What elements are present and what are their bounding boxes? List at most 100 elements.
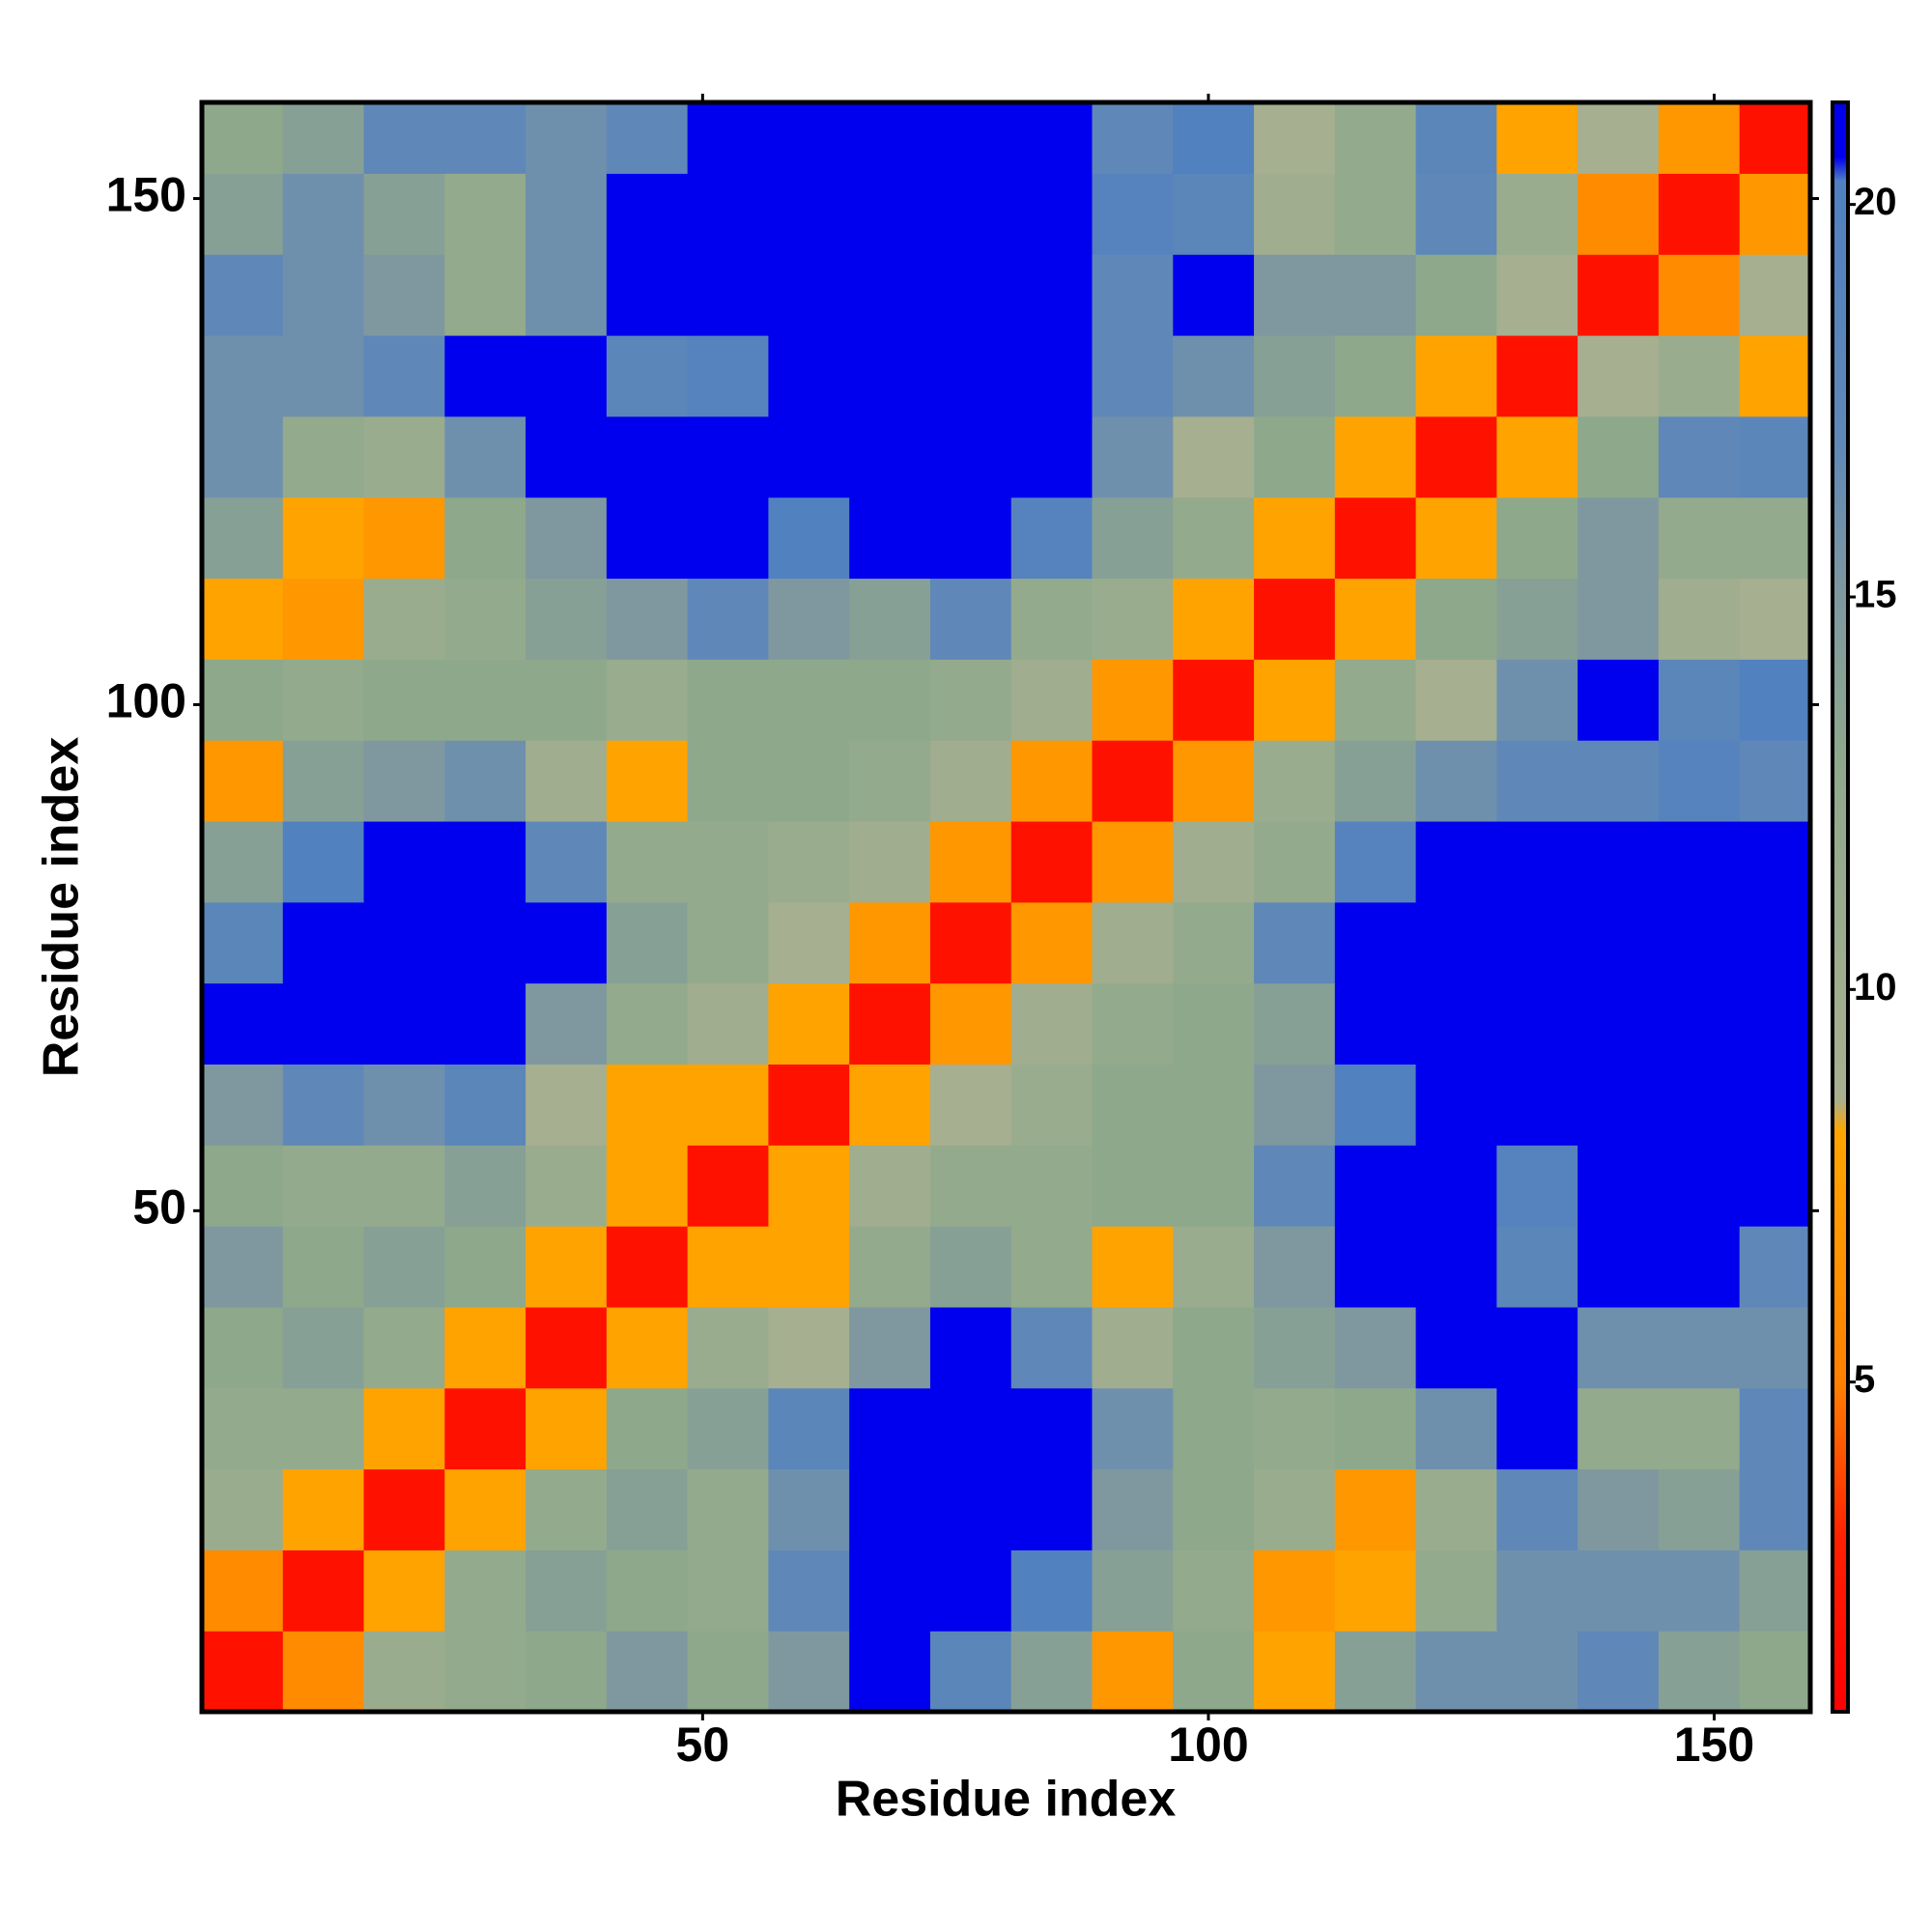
heatmap-cell: [1254, 1145, 1336, 1227]
heatmap-cell: [606, 1226, 689, 1308]
heatmap-cell: [1173, 497, 1255, 580]
heatmap-cell: [1739, 1387, 1811, 1470]
heatmap-cell: [1334, 1549, 1417, 1632]
heatmap-cell: [202, 740, 284, 822]
heatmap-cell: [687, 1387, 770, 1470]
heatmap-cell: [1092, 740, 1174, 822]
heatmap-cell: [1254, 497, 1336, 580]
heatmap-cell: [202, 334, 284, 417]
heatmap-cell: [1496, 901, 1578, 984]
heatmap-cell: [849, 1549, 931, 1632]
heatmap-cell: [282, 254, 365, 336]
heatmap-cell: [687, 659, 770, 741]
heatmap-cell: [1254, 1306, 1336, 1389]
heatmap-cell: [202, 254, 284, 336]
heatmap-cell: [687, 1468, 770, 1550]
heatmap-cell: [1092, 1631, 1174, 1713]
heatmap-cell: [444, 1145, 526, 1227]
heatmap-cell: [606, 1306, 689, 1389]
y-axis-title: Residue index: [34, 737, 90, 1078]
heatmap-cell: [1254, 659, 1336, 741]
heatmap-cell: [526, 901, 608, 984]
heatmap-cell: [1496, 1145, 1578, 1227]
heatmap-cell: [768, 102, 850, 174]
heatmap-cell: [929, 901, 1012, 984]
heatmap-cell: [1092, 1549, 1174, 1632]
heatmap-cell: [606, 1468, 689, 1550]
heatmap-cell: [1254, 901, 1336, 984]
heatmap-cell: [849, 1145, 931, 1227]
heatmap-cell: [526, 740, 608, 822]
heatmap-cell: [1173, 1631, 1255, 1713]
colorbar: [1831, 100, 1850, 1714]
heatmap-cell: [606, 497, 689, 580]
heatmap-cell: [687, 497, 770, 580]
heatmap-cell: [849, 820, 931, 903]
heatmap-cell: [929, 102, 1012, 174]
heatmap-cell: [1577, 334, 1660, 417]
heatmap-cell: [202, 982, 284, 1065]
heatmap-cell: [1577, 1306, 1660, 1389]
heatmap-cell: [1415, 578, 1497, 660]
heatmap-cell: [1173, 415, 1255, 498]
heatmap-cell: [1496, 1549, 1578, 1632]
heatmap-cell: [1415, 173, 1497, 255]
heatmap-cell: [1658, 1387, 1741, 1470]
heatmap-cell: [202, 1549, 284, 1632]
heatmap-cell: [1092, 1226, 1174, 1308]
heatmap-cell: [687, 1549, 770, 1632]
colorbar-tick-label: 5: [1854, 1358, 1875, 1401]
heatmap-cell: [1496, 173, 1578, 255]
heatmap-cell: [526, 1631, 608, 1713]
heatmap-cell: [768, 1468, 850, 1550]
heatmap-cell: [1739, 740, 1811, 822]
heatmap-cell: [282, 578, 365, 660]
heatmap-cell: [1010, 254, 1094, 336]
heatmap-cell: [606, 415, 689, 498]
heatmap-cell: [202, 659, 284, 741]
heatmap: [202, 102, 1811, 1713]
heatmap-cell: [444, 102, 526, 174]
heatmap-cell: [1415, 1064, 1497, 1146]
heatmap-cell: [606, 982, 689, 1065]
heatmap-cell: [1496, 1306, 1578, 1389]
heatmap-cell: [282, 1549, 365, 1632]
heatmap-cell: [929, 334, 1012, 417]
heatmap-cell: [1658, 740, 1741, 822]
heatmap-cell: [282, 102, 365, 174]
heatmap-cell: [606, 1631, 689, 1713]
heatmap-cell: [1334, 901, 1417, 984]
heatmap-cell: [1739, 1306, 1811, 1389]
heatmap-cell: [687, 173, 770, 255]
heatmap-cell: [1415, 254, 1497, 336]
heatmap-cell: [1173, 740, 1255, 822]
heatmap-cell: [363, 497, 445, 580]
heatmap-cell: [1496, 497, 1578, 580]
heatmap-cell: [1173, 1549, 1255, 1632]
heatmap-cell: [1092, 173, 1174, 255]
heatmap-cell: [849, 497, 931, 580]
heatmap-cell: [768, 901, 850, 984]
x-tick-label: 150: [1674, 1718, 1754, 1772]
heatmap-cell: [1010, 1064, 1094, 1146]
heatmap-cell: [202, 1306, 284, 1389]
heatmap-cell: [1010, 334, 1094, 417]
heatmap-cell: [1577, 254, 1660, 336]
heatmap-cell: [1334, 497, 1417, 580]
heatmap-cell: [1092, 659, 1174, 741]
heatmap-cell: [1496, 740, 1578, 822]
heatmap-cell: [1658, 1631, 1741, 1713]
heatmap-cell: [1010, 659, 1094, 741]
heatmap-cell: [1092, 1145, 1174, 1227]
heatmap-cell: [849, 1064, 931, 1146]
heatmap-cell: [202, 102, 284, 174]
heatmap-cell: [1496, 578, 1578, 660]
heatmap-cell: [282, 740, 365, 822]
x-axis-title: Residue index: [836, 1772, 1177, 1828]
heatmap-cell: [1496, 820, 1578, 903]
heatmap-cell: [526, 1064, 608, 1146]
heatmap-cell: [929, 1468, 1012, 1550]
heatmap-cell: [929, 1549, 1012, 1632]
colorbar-tick-label: 10: [1854, 966, 1897, 1009]
heatmap-cell: [1577, 901, 1660, 984]
